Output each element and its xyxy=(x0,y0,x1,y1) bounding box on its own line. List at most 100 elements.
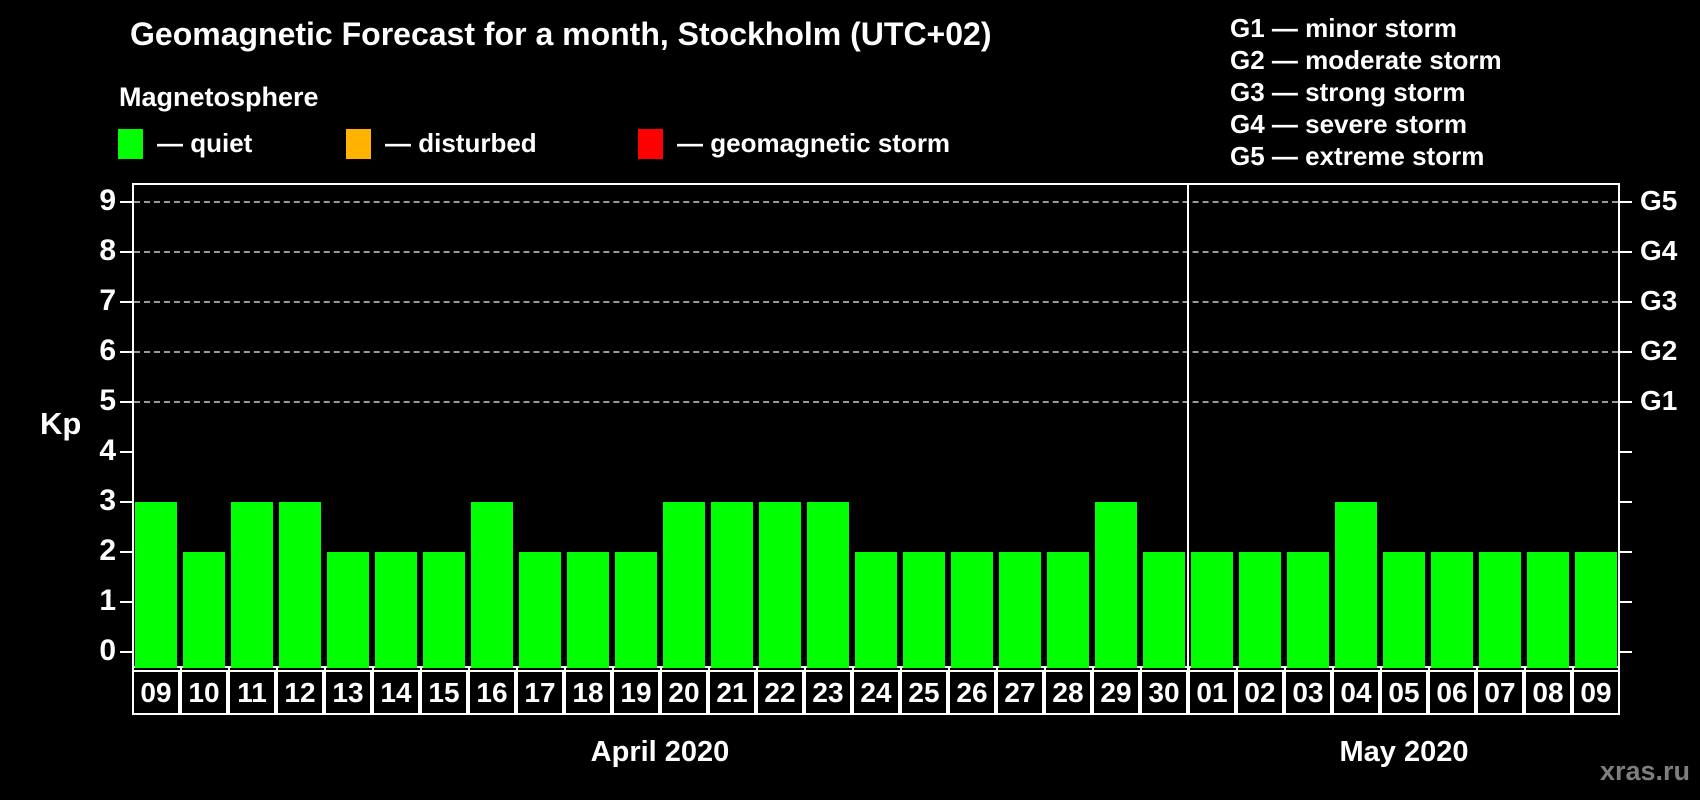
right-axis-label-G2: G2 xyxy=(1640,335,1678,366)
right-axis-tick xyxy=(1620,201,1632,203)
date-label-box: 22 xyxy=(756,670,804,715)
x-axis-tick xyxy=(612,668,614,676)
x-axis-tick xyxy=(1380,668,1382,676)
date-label-box: 26 xyxy=(948,670,996,715)
magnetosphere-legend-items: — quiet — disturbed — geomagnetic storm xyxy=(0,128,1100,168)
storm-scale-item: G4 — severe storm xyxy=(1230,109,1468,139)
right-axis-tick xyxy=(1620,401,1632,403)
right-axis-tick xyxy=(1620,451,1632,453)
date-label-box: 23 xyxy=(804,670,852,715)
quiet-color-swatch xyxy=(118,128,143,159)
date-label-box: 14 xyxy=(372,670,420,715)
right-axis-label-G5: G5 xyxy=(1640,185,1678,216)
date-label-box: 29 xyxy=(1092,670,1140,715)
x-axis-tick xyxy=(948,668,950,676)
kp-axis-title: Kp xyxy=(40,406,82,441)
legend-item-label: — disturbed xyxy=(385,128,537,158)
kp-bar xyxy=(711,502,753,668)
kp-bar xyxy=(1479,552,1521,668)
kp-bar xyxy=(135,502,177,668)
x-axis-tick xyxy=(708,668,710,676)
storm-color-swatch xyxy=(638,128,663,159)
y-axis-tick xyxy=(120,201,132,203)
y-axis-tick-label: 7 xyxy=(99,284,116,317)
watermark: xras.ru xyxy=(1599,756,1690,786)
right-axis-tick xyxy=(1620,351,1632,353)
x-axis-tick xyxy=(276,668,278,676)
x-axis-tick xyxy=(660,668,662,676)
kp-bar xyxy=(999,552,1041,668)
kp-bar xyxy=(663,502,705,668)
y-axis-tick xyxy=(120,501,132,503)
kp-bar xyxy=(1047,552,1089,668)
date-label-box: 25 xyxy=(900,670,948,715)
date-label-box: 03 xyxy=(1284,670,1332,715)
kp-bar xyxy=(855,552,897,668)
kp-bar xyxy=(1095,502,1137,668)
x-axis-tick xyxy=(132,668,134,676)
y-axis-tick-label: 3 xyxy=(99,484,116,517)
date-label-box: 04 xyxy=(1332,670,1380,715)
date-label-box: 27 xyxy=(996,670,1044,715)
kp-bar xyxy=(1287,552,1329,668)
date-label-box: 17 xyxy=(516,670,564,715)
gridline-kp6 xyxy=(134,351,1618,353)
x-axis-tick xyxy=(420,668,422,676)
kp-bar xyxy=(1239,552,1281,668)
date-label-box: 30 xyxy=(1140,670,1188,715)
y-axis-tick-label: 8 xyxy=(99,234,116,267)
y-axis-tick-label: 0 xyxy=(99,634,116,667)
y-axis-tick-label: 6 xyxy=(99,334,116,367)
x-axis-tick xyxy=(996,668,998,676)
kp-bar xyxy=(951,552,993,668)
x-axis-tick xyxy=(1572,668,1574,676)
right-axis-tick xyxy=(1620,651,1632,653)
gridline-kp9 xyxy=(134,201,1618,203)
right-axis-tick xyxy=(1620,501,1632,503)
kp-bar xyxy=(1191,552,1233,668)
kp-bar xyxy=(1383,552,1425,668)
y-axis-tick xyxy=(120,551,132,553)
right-axis-tick xyxy=(1620,301,1632,303)
kp-bar xyxy=(1575,552,1617,668)
x-axis-tick xyxy=(180,668,182,676)
date-label-box: 13 xyxy=(324,670,372,715)
disturbed-color-swatch xyxy=(346,128,371,159)
gridline-kp7 xyxy=(134,301,1618,303)
x-axis-tick xyxy=(468,668,470,676)
right-axis-tick xyxy=(1620,601,1632,603)
x-axis-tick xyxy=(1332,668,1334,676)
x-axis-tick xyxy=(1092,668,1094,676)
kp-bar xyxy=(1527,552,1569,668)
x-axis-tick xyxy=(1476,668,1478,676)
kp-bar xyxy=(759,502,801,668)
y-axis-tick xyxy=(120,601,132,603)
kp-bar xyxy=(1143,552,1185,668)
date-label-box: 20 xyxy=(660,670,708,715)
kp-bar xyxy=(471,502,513,668)
month-divider-line xyxy=(1187,183,1189,715)
right-axis-label-G1: G1 xyxy=(1640,385,1678,416)
right-axis-tick xyxy=(1620,551,1632,553)
kp-bar xyxy=(1431,552,1473,668)
y-axis-tick-label: 1 xyxy=(99,584,116,617)
date-label-box: 05 xyxy=(1380,670,1428,715)
x-axis-tick xyxy=(756,668,758,676)
y-axis-tick xyxy=(120,651,132,653)
y-axis-tick-label: 4 xyxy=(99,434,116,467)
date-label-box: 28 xyxy=(1044,670,1092,715)
y-axis-tick-label: 5 xyxy=(99,384,116,417)
x-axis-tick xyxy=(1618,668,1620,676)
kp-bar xyxy=(183,552,225,668)
y-axis-tick xyxy=(120,451,132,453)
y-axis-tick xyxy=(120,351,132,353)
kp-bar xyxy=(567,552,609,668)
x-axis-tick xyxy=(372,668,374,676)
legend-item-label: — geomagnetic storm xyxy=(677,128,951,158)
date-label-box: 16 xyxy=(468,670,516,715)
x-axis-tick xyxy=(564,668,566,676)
kp-bar xyxy=(1335,502,1377,668)
date-label-box: 10 xyxy=(180,670,228,715)
right-axis-tick xyxy=(1620,251,1632,253)
